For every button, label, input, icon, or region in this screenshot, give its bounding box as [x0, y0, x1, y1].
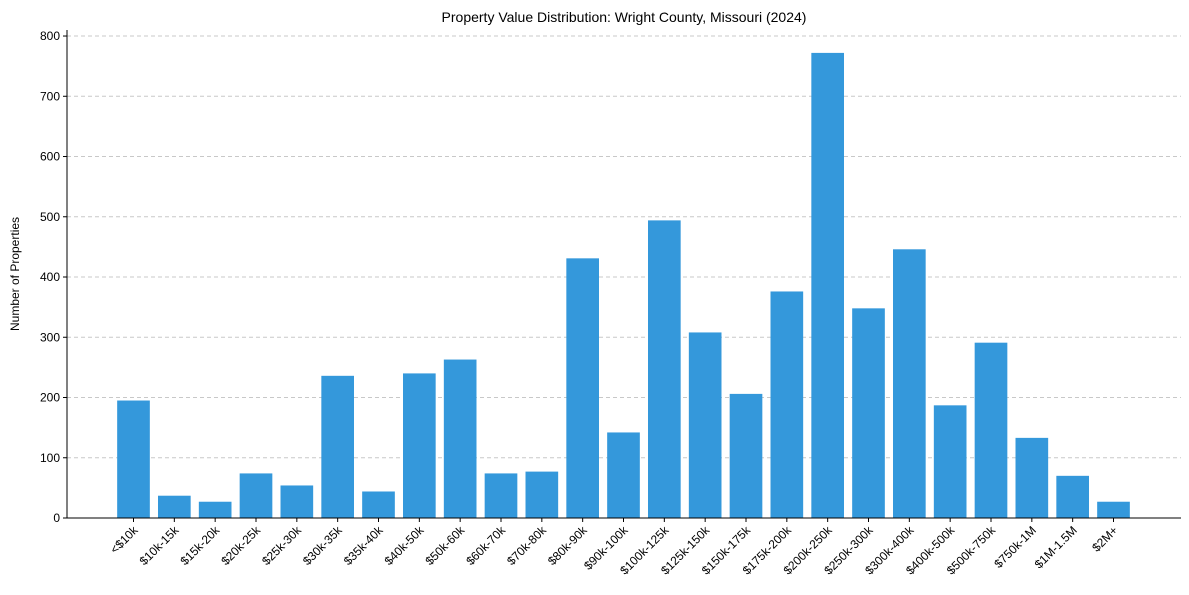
bar: [1015, 437, 1049, 518]
bar: [484, 473, 518, 518]
bar: [362, 491, 395, 518]
x-tick-label: $10k-15k: [137, 523, 183, 569]
y-tick-label: 500: [40, 210, 60, 224]
y-tick-label: 800: [40, 29, 60, 43]
bar: [239, 473, 273, 518]
x-tick-label: $750k-1M: [991, 523, 1039, 571]
bar: [566, 258, 599, 518]
bar: [974, 342, 1008, 518]
bar: [893, 249, 926, 518]
x-tick-label: $25k-30k: [259, 523, 305, 569]
x-tick-label: $60k-70k: [463, 523, 509, 569]
bar: [648, 220, 681, 518]
bar: [443, 359, 477, 518]
bar: [158, 495, 191, 518]
y-tick-label: 200: [40, 391, 60, 405]
x-tick-labels: <$10k$10k-15k$15k-20k$20k-25k$25k-30k$30…: [107, 518, 1121, 577]
gridlines: [67, 35, 1181, 459]
bar: [811, 52, 844, 518]
bar: [117, 400, 150, 518]
x-tick-label: $30k-35k: [300, 523, 346, 569]
bar: [280, 485, 314, 518]
x-tick-label: $40k-50k: [382, 523, 428, 569]
bar: [729, 393, 763, 518]
x-tick-label: $2M+: [1089, 523, 1120, 554]
bar: [321, 375, 354, 518]
y-tick-label: 400: [40, 270, 60, 284]
x-tick-label: $50k-60k: [422, 523, 468, 569]
bar: [852, 308, 885, 518]
bar: [198, 501, 232, 518]
x-tick-label: $15k-20k: [177, 523, 223, 569]
bar: [933, 405, 967, 518]
y-tick-label: 0: [53, 511, 60, 525]
y-tick-label: 100: [40, 451, 60, 465]
bar: [770, 291, 804, 518]
x-tick-label: $1M-1.5M: [1032, 523, 1080, 571]
y-tick-label: 600: [40, 150, 60, 164]
bar: [688, 332, 722, 518]
bar: [525, 471, 559, 518]
y-tick-label: 300: [40, 330, 60, 344]
bar: [1056, 475, 1089, 518]
chart-title: Property Value Distribution: Wright Coun…: [442, 9, 807, 25]
y-tick-label: 700: [40, 89, 60, 103]
bars: [117, 52, 1130, 518]
bar: [607, 432, 640, 518]
bar: [403, 373, 436, 518]
x-tick-label: $20k-25k: [218, 523, 264, 569]
x-tick-label: <$10k: [107, 523, 141, 557]
x-tick-label: $35k-40k: [341, 523, 387, 569]
y-axis-title: Number of Properties: [8, 217, 22, 331]
y-tick-labels: 0 100 200 300 400 500 600 700 800: [40, 29, 67, 525]
x-tick-label: $70k-80k: [504, 523, 550, 569]
bar: [1097, 501, 1130, 518]
